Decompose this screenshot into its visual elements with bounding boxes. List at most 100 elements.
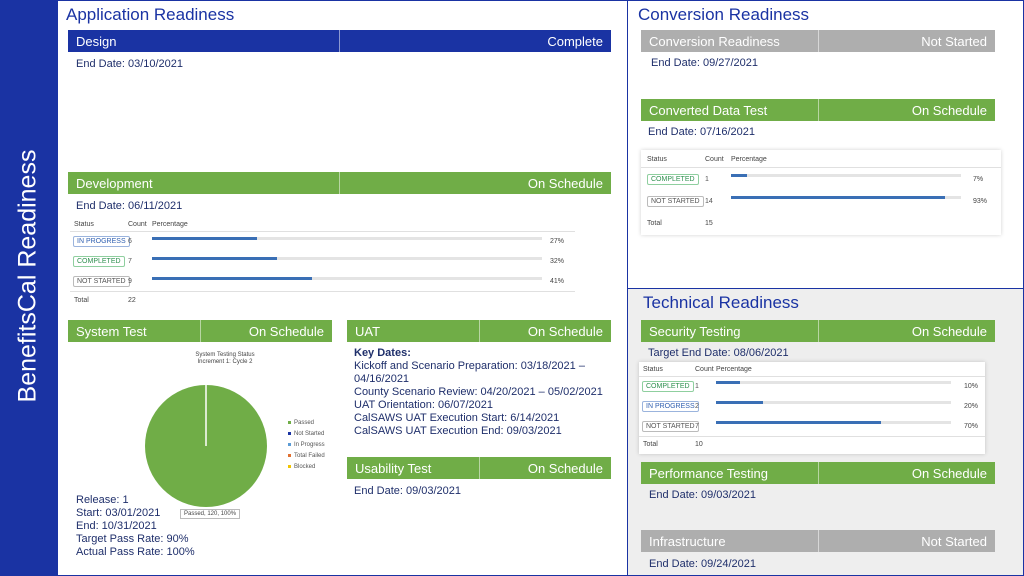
- converted-data-status: On Schedule: [911, 102, 987, 118]
- sidebar: BenefitsCal Readiness: [0, 0, 57, 576]
- conversion-readiness-title: Conversion Readiness: [638, 5, 810, 24]
- development-table: Status Count Percentage IN PROGRESS 6 27…: [70, 217, 575, 309]
- progress-track: [152, 257, 542, 260]
- conversion-end-date: End Date: 09/27/2021: [651, 57, 759, 69]
- row-percentage: 93%: [973, 198, 988, 205]
- development-status: On Schedule: [527, 175, 603, 191]
- progress-fill: [716, 381, 740, 384]
- usability-test-status: On Schedule: [527, 460, 603, 476]
- target-pass-rate: Target Pass Rate: 90%: [76, 533, 189, 545]
- conversion-readiness-bar[interactable]: Conversion Readiness Not Started: [641, 30, 995, 52]
- pie-chart: [145, 385, 267, 507]
- progress-track: [152, 237, 542, 240]
- total-count: 22: [128, 297, 136, 304]
- development-label: Development: [68, 172, 340, 194]
- legend-blocked: Blocked: [288, 464, 315, 470]
- converted-end-date: End Date: 07/16/2021: [648, 126, 756, 138]
- row-count: 1: [705, 176, 709, 183]
- row-count: 2: [695, 403, 699, 410]
- uat-date-line: UAT Orientation: 06/07/2021: [354, 399, 494, 411]
- row-count: 9: [128, 278, 132, 285]
- security-testing-bar[interactable]: Security Testing On Schedule: [641, 320, 995, 342]
- progress-fill: [152, 237, 258, 240]
- row-count: 7: [695, 423, 699, 430]
- row-percentage: 7%: [973, 176, 984, 183]
- infrastructure-bar[interactable]: Infrastructure Not Started: [641, 530, 995, 552]
- row-percentage: 27%: [550, 238, 565, 245]
- performance-label: Performance Testing: [641, 462, 819, 484]
- infrastructure-label: Infrastructure: [641, 530, 819, 552]
- design-status: Complete: [547, 33, 603, 49]
- row-percentage: 10%: [964, 383, 979, 390]
- pie-data-label: Passed, 120, 100%: [180, 509, 241, 519]
- end-date: End: 10/31/2021: [76, 520, 157, 532]
- row-count: 7: [128, 258, 132, 265]
- technical-readiness-title: Technical Readiness: [643, 293, 799, 312]
- design-bar[interactable]: Design Complete: [68, 30, 611, 52]
- security-testing-table: Status Count Percentage COMPLETED 1 10% …: [639, 362, 985, 454]
- release: Release: 1: [76, 494, 129, 506]
- col-percentage: Percentage: [731, 156, 767, 163]
- sidebar-title: BenefitsCal Readiness: [13, 149, 42, 403]
- legend-swatch: [288, 453, 291, 457]
- performance-status: On Schedule: [911, 465, 987, 481]
- usability-end-date: End Date: 09/03/2021: [354, 485, 462, 497]
- development-bar[interactable]: Development On Schedule: [68, 172, 611, 194]
- legend-passed: Passed: [288, 420, 314, 426]
- design-label: Design: [68, 30, 340, 52]
- key-dates-label: Key Dates:: [354, 347, 411, 359]
- progress-track: [731, 196, 961, 199]
- row-count: 6: [128, 238, 132, 245]
- uat-date-line: Kickoff and Scenario Preparation: 03/18/…: [354, 360, 585, 372]
- performance-testing-bar[interactable]: Performance Testing On Schedule: [641, 462, 995, 484]
- col-status: Status: [647, 156, 667, 163]
- status-badge: IN PROGRESS: [642, 401, 699, 412]
- uat-date-line: 04/16/2021: [354, 373, 410, 385]
- system-test-status: On Schedule: [248, 323, 324, 339]
- legend-swatch: [288, 442, 291, 446]
- actual-pass-rate: Actual Pass Rate: 100%: [76, 546, 195, 558]
- row-percentage: 41%: [550, 278, 565, 285]
- progress-fill: [731, 174, 748, 177]
- security-status: On Schedule: [911, 323, 987, 339]
- col-count: Count: [695, 366, 714, 373]
- progress-fill: [152, 257, 277, 260]
- col-count: Count: [705, 156, 724, 163]
- progress-track: [716, 421, 951, 424]
- start-date: Start: 03/01/2021: [76, 507, 161, 519]
- row-count: 1: [695, 383, 699, 390]
- row-percentage: 20%: [964, 403, 979, 410]
- uat-bar[interactable]: UAT On Schedule: [347, 320, 611, 342]
- legend-swatch: [288, 420, 291, 424]
- col-count: Count: [128, 221, 147, 228]
- status-badge: NOT STARTED: [642, 421, 699, 432]
- infrastructure-end-date: End Date: 09/24/2021: [649, 558, 757, 570]
- converted-data-test-bar[interactable]: Converted Data Test On Schedule: [641, 99, 995, 121]
- converted-data-table: Status Count Percentage COMPLETED 1 7% N…: [641, 150, 1001, 235]
- col-percentage: Percentage: [716, 366, 752, 373]
- total-label: Total: [643, 441, 658, 448]
- system-test-bar[interactable]: System Test On Schedule: [68, 320, 332, 342]
- legend-swatch: [288, 464, 291, 468]
- legend-total-failed: Total Failed: [288, 453, 325, 459]
- status-badge: IN PROGRESS: [73, 236, 130, 247]
- legend-swatch: [288, 431, 291, 435]
- uat-date-line: CalSAWS UAT Execution Start: 6/14/2021: [354, 412, 560, 424]
- status-badge: COMPLETED: [642, 381, 694, 392]
- usability-test-label: Usability Test: [347, 457, 480, 479]
- total-count: 10: [695, 441, 703, 448]
- total-label: Total: [647, 220, 662, 227]
- row-count: 14: [705, 198, 713, 205]
- row-percentage: 32%: [550, 258, 565, 265]
- system-test-label: System Test: [68, 320, 201, 342]
- uat-date-line: CalSAWS UAT Execution End: 09/03/2021: [354, 425, 562, 437]
- progress-fill: [716, 401, 763, 404]
- performance-end-date: End Date: 09/03/2021: [649, 489, 757, 501]
- status-badge: COMPLETED: [647, 174, 699, 185]
- col-percentage: Percentage: [152, 221, 188, 228]
- conversion-status: Not Started: [921, 33, 987, 49]
- legend-not-started: Not Started: [288, 431, 324, 437]
- usability-test-bar[interactable]: Usability Test On Schedule: [347, 457, 611, 479]
- total-label: Total: [74, 297, 89, 304]
- status-badge: NOT STARTED: [73, 276, 130, 287]
